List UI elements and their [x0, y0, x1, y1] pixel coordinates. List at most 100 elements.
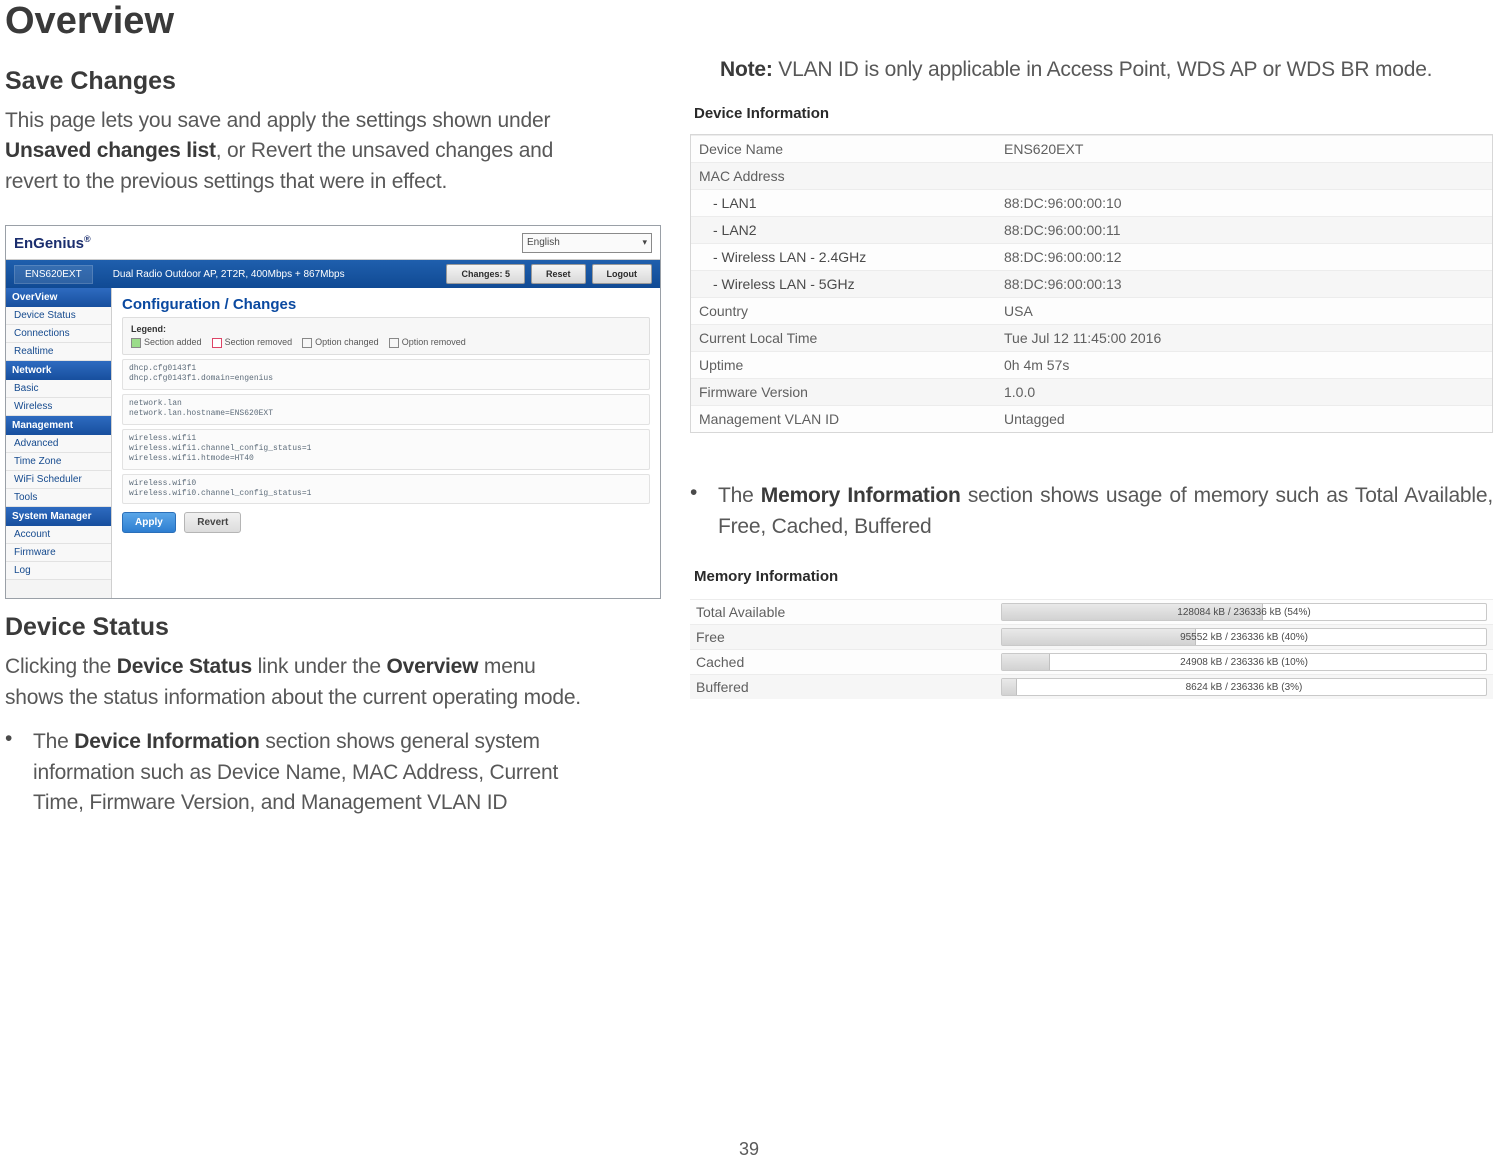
screenshot-bluebar: ENS620EXT Dual Radio Outdoor AP, 2T2R, 4…: [6, 260, 660, 288]
sidebar-item-firmware[interactable]: Firmware: [6, 544, 111, 562]
sidebar-item-basic[interactable]: Basic: [6, 380, 111, 398]
changes-button[interactable]: Changes: 5: [446, 264, 525, 284]
table-row: Current Local TimeTue Jul 12 11:45:00 20…: [691, 324, 1492, 351]
table-key: Current Local Time: [691, 325, 996, 351]
table-row: Firmware Version1.0.0: [691, 378, 1492, 405]
chevron-down-icon: ▾: [642, 237, 647, 248]
table-value: ENS620EXT: [996, 136, 1492, 162]
change-block: network.lan network.lan.hostname=ENS620E…: [122, 394, 650, 425]
table-row: Device NameENS620EXT: [691, 135, 1492, 162]
sidebar-item-wireless[interactable]: Wireless: [6, 398, 111, 416]
change-block: wireless.wifi0 wireless.wifi0.channel_co…: [122, 474, 650, 505]
memory-bar: 128084 kB / 236336 kB (54%): [1001, 603, 1487, 621]
screenshot-topbar: EnGenius® English ▾: [6, 226, 660, 260]
reset-button[interactable]: Reset: [531, 264, 586, 284]
table-row: MAC Address: [691, 162, 1492, 189]
save-changes-heading: Save Changes: [5, 67, 590, 96]
table-key: Buffered: [696, 679, 1001, 695]
memory-information-table: Total Available128084 kB / 236336 kB (54…: [690, 599, 1493, 699]
table-key: MAC Address: [691, 163, 996, 189]
revert-button[interactable]: Revert: [184, 512, 241, 533]
table-key: Firmware Version: [691, 379, 996, 405]
text-fragment: link under the: [252, 655, 387, 678]
table-value: Tue Jul 12 11:45:00 2016: [996, 325, 1492, 351]
table-row: - LAN188:DC:96:00:00:10: [691, 189, 1492, 216]
table-key: Uptime: [691, 352, 996, 378]
text-fragment: The: [718, 484, 761, 507]
change-block: dhcp.cfg0143f1 dhcp.cfg0143f1.domain=eng…: [122, 359, 650, 390]
change-block: wireless.wifi1 wireless.wifi1.channel_co…: [122, 429, 650, 470]
device-status-bold: Device Status: [117, 655, 252, 678]
right-column: Note: VLAN ID is only applicable in Acce…: [690, 53, 1493, 819]
device-info-bullet: • The Device Information section shows g…: [5, 727, 590, 818]
bullet-icon: •: [5, 727, 33, 818]
sidebar-item-timezone[interactable]: Time Zone: [6, 453, 111, 471]
memory-bar-label: 95552 kB / 236336 kB (40%): [1002, 629, 1486, 645]
sidebar-item-advanced[interactable]: Advanced: [6, 435, 111, 453]
table-value: 88:DC:96:00:00:10: [996, 190, 1492, 216]
table-key: - Wireless LAN - 2.4GHz: [691, 244, 996, 270]
memory-bar-label: 24908 kB / 236336 kB (10%): [1002, 654, 1486, 670]
table-value: 88:DC:96:00:00:11: [996, 217, 1492, 243]
language-select[interactable]: English ▾: [522, 233, 652, 253]
legend-label: Legend:: [131, 324, 641, 334]
model-description: Dual Radio Outdoor AP, 2T2R, 400Mbps + 8…: [113, 269, 441, 280]
device-information-table: Device NameENS620EXTMAC Address- LAN188:…: [690, 134, 1493, 433]
two-column-layout: Save Changes This page lets you save and…: [5, 53, 1493, 819]
legend-removed: Section removed: [225, 337, 293, 347]
table-row: - LAN288:DC:96:00:00:11: [691, 216, 1492, 243]
sidebar-header-management[interactable]: Management: [6, 416, 111, 435]
device-information-bold: Device Information: [74, 730, 259, 753]
language-value: English: [527, 237, 560, 248]
sidebar-item-connections[interactable]: Connections: [6, 325, 111, 343]
memory-bar-label: 8624 kB / 236336 kB (3%): [1002, 679, 1486, 695]
logo-reg: ®: [84, 234, 91, 244]
table-key: - Wireless LAN - 5GHz: [691, 271, 996, 297]
memory-info-bullet-text: The Memory Information section shows usa…: [718, 481, 1493, 542]
table-value: 1.0.0: [996, 379, 1492, 405]
table-row: Free95552 kB / 236336 kB (40%): [690, 624, 1493, 649]
legend-opt-changed: Option changed: [315, 337, 379, 347]
bullet-icon: •: [690, 481, 718, 542]
table-key: Free: [696, 629, 1001, 645]
legend-chip-changed-icon: [302, 338, 312, 348]
memory-information-bold: Memory Information: [761, 484, 961, 507]
sidebar-item-log[interactable]: Log: [6, 562, 111, 580]
memory-bar: 24908 kB / 236336 kB (10%): [1001, 653, 1487, 671]
sidebar-header-overview[interactable]: OverView: [6, 288, 111, 307]
table-value: [996, 163, 1492, 189]
table-key: Device Name: [691, 136, 996, 162]
table-key: - LAN2: [691, 217, 996, 243]
sidebar-item-account[interactable]: Account: [6, 526, 111, 544]
table-row: - Wireless LAN - 5GHz88:DC:96:00:00:13: [691, 270, 1492, 297]
sidebar-item-realtime[interactable]: Realtime: [6, 343, 111, 361]
legend-added: Section added: [144, 337, 202, 347]
table-row: Cached24908 kB / 236336 kB (10%): [690, 649, 1493, 674]
sidebar-item-tools[interactable]: Tools: [6, 489, 111, 507]
router-screenshot: EnGenius® English ▾ ENS620EXT Dual Radio…: [5, 225, 661, 599]
text-fragment: Clicking the: [5, 655, 117, 678]
sidebar-header-system-manager[interactable]: System Manager: [6, 507, 111, 526]
note-label: Note:: [720, 58, 773, 81]
memory-bar: 8624 kB / 236336 kB (3%): [1001, 678, 1487, 696]
table-key: Total Available: [696, 604, 1001, 620]
sidebar-item-wifi-scheduler[interactable]: WiFi Scheduler: [6, 471, 111, 489]
screenshot-sidebar: OverView Device Status Connections Realt…: [6, 288, 112, 598]
device-info-bullet-text: The Device Information section shows gen…: [33, 727, 590, 818]
page-title: Overview: [5, 0, 1493, 43]
table-row: - Wireless LAN - 2.4GHz88:DC:96:00:00:12: [691, 243, 1492, 270]
table-key: Management VLAN ID: [691, 406, 996, 432]
apply-button[interactable]: Apply: [122, 512, 176, 533]
sidebar-header-network[interactable]: Network: [6, 361, 111, 380]
table-row: Buffered8624 kB / 236336 kB (3%): [690, 674, 1493, 699]
engenius-logo: EnGenius®: [14, 234, 91, 252]
page-number: 39: [5, 1139, 1493, 1160]
legend-chip-optremoved-icon: [389, 338, 399, 348]
logout-button[interactable]: Logout: [592, 264, 653, 284]
table-value: 88:DC:96:00:00:13: [996, 271, 1492, 297]
device-status-text: Clicking the Device Status link under th…: [5, 652, 590, 713]
device-information-title: Device Information: [690, 99, 1493, 128]
sidebar-item-device-status[interactable]: Device Status: [6, 307, 111, 325]
note-body: VLAN ID is only applicable in Access Poi…: [773, 58, 1433, 81]
legend-chip-added-icon: [131, 338, 141, 348]
